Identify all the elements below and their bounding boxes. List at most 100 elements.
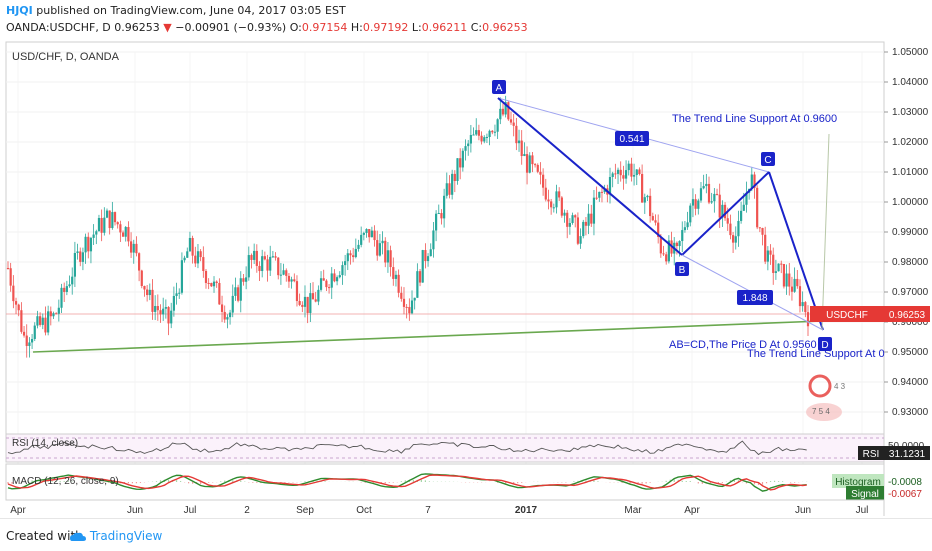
- candle-body: [386, 250, 390, 263]
- signal-line: [7, 474, 807, 491]
- candle-body: [293, 279, 296, 282]
- candle-body: [314, 299, 317, 302]
- candle-body: [496, 119, 499, 132]
- candle-body: [250, 255, 253, 260]
- candle-body: [740, 210, 743, 221]
- candle-body: [560, 197, 563, 216]
- candle-body: [111, 212, 114, 229]
- candle-body: [542, 174, 545, 188]
- point-c-marker[interactable]: C: [761, 152, 775, 166]
- ratio-1848-badge[interactable]: 1.848: [737, 290, 773, 305]
- candle-body: [654, 220, 657, 223]
- candle-body: [30, 338, 34, 343]
- candle-body: [756, 187, 759, 228]
- candle-body: [175, 293, 178, 296]
- candle-body: [761, 228, 764, 235]
- candle-body: [311, 293, 315, 300]
- candle-body: [512, 122, 515, 126]
- candle-body: [574, 215, 577, 218]
- candle-body: [127, 227, 130, 242]
- candle-body: [253, 250, 256, 260]
- candle-body: [806, 312, 810, 327]
- candle-body: [742, 204, 745, 211]
- x-tick-label: Apr: [684, 505, 700, 516]
- point-d-marker[interactable]: D: [818, 337, 832, 351]
- candle-body: [544, 187, 547, 200]
- trend-support-annotation[interactable]: The Trend Line Support At 0.9600: [672, 113, 837, 125]
- candle-body: [338, 275, 341, 278]
- candle-body: [116, 222, 119, 225]
- candle-body: [194, 255, 197, 264]
- candle-body: [71, 276, 74, 285]
- candle-body: [39, 316, 42, 325]
- candle-body: [745, 192, 748, 205]
- candle-body: [186, 251, 189, 258]
- candle-body: [301, 304, 304, 307]
- candle-body: [207, 282, 210, 284]
- candle-body: [202, 257, 205, 271]
- histogram-tag: Histogram: [835, 477, 881, 488]
- candle-body: [269, 256, 272, 271]
- candle-body: [84, 236, 87, 253]
- y-tick-label: 1.03000: [892, 107, 929, 118]
- price-chart[interactable]: 1.05000 1.04000 1.03000 1.02000 1.01000 1.000…: [0, 40, 932, 518]
- ratio-541-badge[interactable]: 0.541: [615, 131, 649, 146]
- candle-body: [135, 243, 138, 254]
- candle-body: [595, 197, 598, 199]
- candle-body: [699, 188, 703, 201]
- candle-body: [41, 317, 44, 325]
- candle-body: [782, 264, 786, 287]
- tradingview-cloud-icon: [70, 532, 86, 541]
- abcd-pattern[interactable]: [497, 97, 830, 331]
- y-tick-label: 1.05000: [892, 47, 929, 58]
- high-label: H:: [350, 21, 363, 34]
- candle-body: [413, 297, 416, 301]
- candle-body: [170, 310, 173, 324]
- candle-body: [402, 298, 406, 307]
- candle-body: [579, 236, 582, 244]
- footer: Created with TradingView: [0, 518, 932, 551]
- signal-tag: Signal: [851, 489, 879, 500]
- candle-body: [461, 150, 464, 168]
- point-a-label: A: [496, 83, 503, 94]
- candle-body: [520, 140, 523, 157]
- candle-body: [234, 287, 237, 296]
- candle-body: [469, 134, 472, 144]
- rsi-pane[interactable]: [5, 433, 885, 463]
- ohlc-line: OANDA:USDCHF, D 0.96253 ▼ −0.00901 (−0.9…: [6, 21, 528, 34]
- rsi-label: RSI (14, close): [12, 438, 78, 449]
- tradingview-logo[interactable]: TradingView: [70, 529, 162, 543]
- candle-body: [499, 108, 502, 120]
- candle-body: [777, 263, 780, 272]
- candle-body: [608, 176, 612, 195]
- candle-body: [558, 191, 561, 198]
- main-pane[interactable]: [5, 41, 885, 435]
- candle-body: [785, 273, 788, 287]
- trend-support-annotation-2[interactable]: The Trend Line Support At 0: [747, 348, 885, 360]
- candle-body: [616, 169, 620, 174]
- abcd-annotation[interactable]: AB=CD,The Price D At 0.9560: [669, 339, 817, 351]
- candle-body: [440, 213, 443, 219]
- candle-body: [434, 213, 438, 231]
- candle-body: [191, 237, 194, 256]
- candle-body: [271, 256, 274, 258]
- point-a-marker[interactable]: A: [492, 80, 506, 94]
- candle-body: [517, 140, 521, 144]
- candle-body: [509, 119, 513, 123]
- candle-body: [397, 274, 400, 293]
- grid-lines: [6, 51, 884, 500]
- author-name[interactable]: HJQI: [6, 4, 33, 17]
- candle-body: [199, 251, 202, 258]
- candle-body: [108, 210, 111, 229]
- x-axis[interactable]: Apr Jun Jul 2 Sep Oct 7 2017 Mar Apr Jun Jul: [10, 505, 868, 516]
- y-axis[interactable]: 1.05000 1.04000 1.03000 1.02000 1.01000 1.000…: [884, 47, 929, 418]
- y-tick-label: 0.93000: [892, 407, 929, 418]
- candle-body: [223, 311, 226, 320]
- candle-body: [622, 175, 625, 179]
- candle-body: [659, 236, 662, 254]
- svg-text:7 5 4: 7 5 4: [812, 407, 830, 416]
- trend-line-support[interactable]: [32, 320, 823, 353]
- candle-body: [731, 235, 735, 243]
- point-b-marker[interactable]: B: [675, 262, 689, 276]
- candle-body: [678, 241, 681, 247]
